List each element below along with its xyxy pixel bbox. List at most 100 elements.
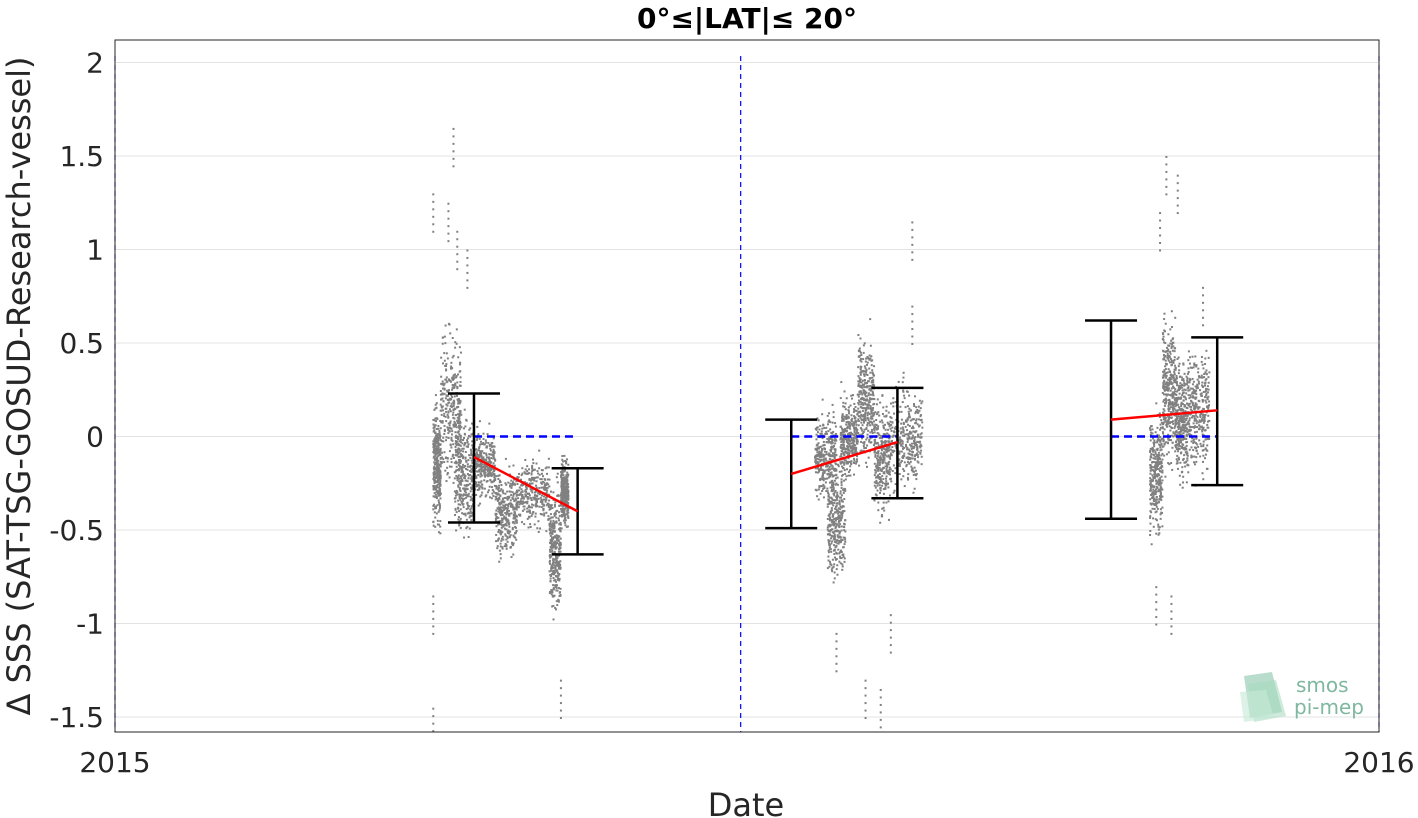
scatter-point <box>911 457 914 460</box>
scatter-point <box>445 420 448 423</box>
scatter-point <box>558 519 561 522</box>
scatter-point <box>1159 491 1162 494</box>
scatter-point <box>565 492 568 495</box>
scatter-point <box>814 448 817 451</box>
scatter-point <box>432 440 435 443</box>
scatter-point <box>524 468 527 471</box>
scatter-point <box>862 373 865 376</box>
scatter-point <box>850 422 853 425</box>
scatter-point <box>846 416 849 419</box>
scatter-point <box>559 679 562 682</box>
scatter-point <box>443 382 446 385</box>
scatter-point <box>461 447 464 450</box>
scatter-point <box>846 442 849 445</box>
scatter-point <box>864 409 867 412</box>
scatter-point <box>470 468 473 471</box>
scatter-point <box>436 445 439 448</box>
scatter-point <box>439 427 442 430</box>
scatter-point <box>813 456 816 459</box>
scatter-point <box>496 499 499 502</box>
scatter-point <box>916 453 919 456</box>
scatter-point <box>487 461 490 464</box>
scatter-point <box>460 441 463 444</box>
scatter-point <box>479 485 482 488</box>
scatter-point <box>455 474 458 477</box>
scatter-point <box>433 424 436 427</box>
scatter-point <box>558 541 561 544</box>
scatter-point <box>1161 506 1164 509</box>
scatter-point <box>554 501 557 504</box>
scatter-point <box>540 486 543 489</box>
scatter-point <box>447 217 450 220</box>
scatter-point <box>432 223 435 226</box>
scatter-point <box>549 555 552 558</box>
scatter-point <box>476 460 479 463</box>
scatter-point <box>831 438 834 441</box>
scatter-point <box>839 557 842 560</box>
scatter-point <box>1158 501 1161 504</box>
scatter-point <box>840 494 843 497</box>
scatter-point <box>432 508 435 511</box>
scatter-point <box>465 491 468 494</box>
scatter-point <box>868 438 871 441</box>
scatter-point <box>552 525 555 528</box>
scatter-point <box>863 370 866 373</box>
scatter-point <box>470 452 473 455</box>
scatter-point <box>860 384 863 387</box>
scatter-point <box>511 506 514 509</box>
scatter-point <box>433 470 436 473</box>
scatter-point <box>854 446 857 449</box>
scatter-point <box>826 490 829 493</box>
scatter-point <box>558 573 561 576</box>
scatter-point <box>1150 456 1153 459</box>
scatter-point <box>847 416 850 419</box>
scatter-point <box>815 438 818 441</box>
scatter-point <box>854 444 857 447</box>
scatter-point <box>1159 439 1162 442</box>
scatter-point <box>444 324 447 327</box>
scatter-point <box>497 537 500 540</box>
scatter-point <box>455 462 458 465</box>
scatter-point <box>838 520 841 523</box>
scatter-point <box>555 575 558 578</box>
scatter-point <box>433 455 436 458</box>
scatter-point <box>552 584 555 587</box>
scatter-point <box>869 377 872 380</box>
scatter-point <box>459 490 462 493</box>
scatter-point <box>913 395 916 398</box>
scatter-point <box>894 472 897 475</box>
scatter-point <box>841 414 844 417</box>
scatter-point <box>833 577 836 580</box>
scatter-point <box>832 487 835 490</box>
scatter-point <box>462 506 465 509</box>
scatter-point <box>858 393 861 396</box>
scatter-point <box>891 445 894 448</box>
scatter-point <box>834 507 837 510</box>
scatter-point <box>844 402 847 405</box>
scatter-point <box>851 444 854 447</box>
scatter-point <box>541 469 544 472</box>
scatter-point <box>892 397 895 400</box>
scatter-point <box>873 442 876 445</box>
scatter-point <box>857 431 860 434</box>
scatter-point <box>1155 488 1158 491</box>
scatter-point <box>877 425 880 428</box>
scatter-point <box>490 442 493 445</box>
scatter-point <box>1170 434 1173 437</box>
scatter-point <box>432 707 435 710</box>
scatter-point <box>562 485 565 488</box>
scatter-point <box>441 342 444 345</box>
scatter-point <box>838 511 841 514</box>
scatter-point <box>843 479 846 482</box>
scatter-point <box>822 458 825 461</box>
scatter-point <box>446 457 449 460</box>
scatter-point <box>450 361 453 364</box>
scatter-point <box>845 427 848 430</box>
scatter-point <box>908 412 911 415</box>
scatter-point <box>449 444 452 447</box>
scatter-point <box>445 364 448 367</box>
scatter-point <box>915 422 918 425</box>
scatter-point <box>885 405 888 408</box>
scatter-point <box>852 424 855 427</box>
scatter-point <box>479 502 482 505</box>
